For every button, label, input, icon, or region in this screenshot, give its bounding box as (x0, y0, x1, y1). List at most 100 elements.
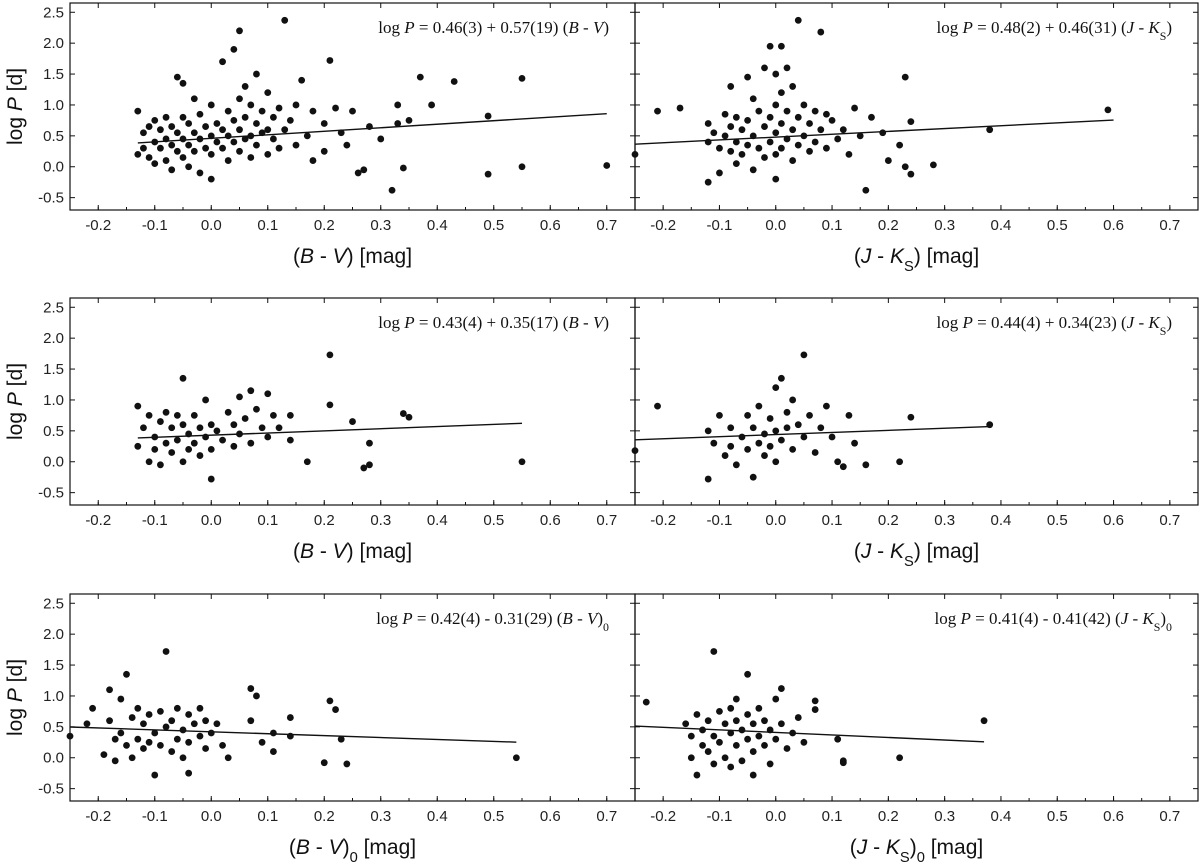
data-point (761, 717, 768, 725)
data-point (303, 132, 311, 140)
data-point (145, 123, 153, 130)
data-point (320, 147, 328, 155)
data-point (1104, 106, 1112, 114)
data-point (202, 144, 210, 152)
data-point (450, 78, 458, 85)
data-point (134, 402, 142, 410)
data-point (727, 123, 735, 130)
y-tick-label: 1.5 (43, 361, 64, 378)
data-point (761, 430, 768, 438)
data-point (202, 745, 210, 752)
data-point (800, 101, 808, 109)
data-point (185, 141, 193, 149)
data-point (761, 741, 768, 749)
data-point (151, 729, 159, 737)
y-tick-label: 1.0 (43, 97, 64, 114)
x-tick-label: 0.1 (822, 217, 843, 234)
x-tick-label: 0.7 (596, 512, 617, 529)
data-point (738, 150, 746, 158)
data-point (106, 686, 113, 694)
data-point (749, 424, 757, 432)
data-point (224, 408, 232, 416)
data-point (772, 150, 780, 158)
data-point (275, 104, 283, 112)
data-point (326, 697, 334, 705)
data-point (349, 107, 356, 115)
data-point (518, 458, 526, 466)
x-tick-label: 0.0 (765, 217, 786, 234)
x-tick-label: -0.1 (142, 808, 168, 825)
data-point (190, 129, 198, 137)
data-point (270, 412, 277, 419)
y-axis-title: log P [d] (4, 659, 27, 736)
data-point (710, 760, 718, 768)
data-point (783, 135, 791, 143)
data-point (140, 424, 147, 432)
data-point (732, 695, 740, 703)
data-point (196, 110, 204, 118)
data-point (258, 738, 266, 746)
data-point (202, 123, 210, 130)
data-point (111, 757, 119, 765)
data-point (631, 447, 639, 455)
data-point (772, 458, 780, 466)
data-point (207, 101, 215, 109)
data-point (986, 421, 994, 429)
data-point (738, 126, 746, 134)
data-point (286, 732, 294, 740)
data-point (405, 413, 413, 421)
y-tick-label: 0.5 (43, 719, 64, 736)
data-point (213, 720, 221, 728)
x-tick-label: 0.5 (483, 217, 504, 234)
data-point (117, 729, 125, 737)
data-point (123, 670, 130, 678)
data-point (710, 732, 718, 740)
x-axis-title: (B - V) [mag] (293, 245, 412, 268)
data-point (823, 402, 830, 410)
data-point (320, 120, 328, 127)
data-point (851, 104, 858, 112)
x-tick-label: 0.5 (483, 512, 504, 529)
data-point (416, 73, 424, 81)
data-point (642, 698, 650, 706)
data-point (224, 132, 232, 140)
data-point (755, 439, 763, 447)
data-point (140, 129, 147, 137)
data-point (298, 76, 306, 84)
data-point (173, 73, 181, 81)
data-point (738, 757, 746, 765)
data-point (749, 473, 757, 481)
data-point (783, 64, 791, 72)
data-point (727, 729, 735, 737)
y-tick-label: -0.5 (38, 781, 64, 798)
data-point (823, 144, 830, 152)
data-point (219, 741, 226, 749)
data-point (326, 57, 334, 64)
data-point (286, 412, 294, 419)
data-point (196, 169, 204, 177)
data-point (207, 175, 215, 183)
x-axis-title: (J - KS)0 [mag] (850, 836, 984, 866)
data-point (716, 708, 723, 715)
x-tick-label: 0.6 (540, 512, 561, 529)
data-point (168, 166, 176, 174)
data-point (856, 132, 864, 140)
x-tick-label: 0.6 (1103, 217, 1124, 234)
data-point (772, 735, 780, 743)
x-tick-label: -0.1 (707, 217, 733, 234)
data-point (777, 720, 785, 728)
x-tick-label: 0.3 (934, 512, 955, 529)
y-tick-label: 0.0 (43, 159, 64, 176)
panel-3: -0.2 -0.1 0.0 0.1 0.2 0.3 0.4 0.5 0.6 0.7 -0.5 0.0 0… (4, 297, 636, 563)
data-point (749, 95, 757, 103)
data-point (806, 412, 813, 419)
data-point (868, 113, 875, 121)
y-tick-label: 1.0 (43, 688, 64, 705)
data-point (185, 430, 193, 438)
y-tick-label: 1.5 (43, 66, 64, 83)
x-tick-label: 0.5 (1047, 808, 1068, 825)
data-point (687, 732, 695, 740)
data-point (286, 436, 294, 444)
x-tick-label: -0.2 (650, 512, 676, 529)
y-tick-label: 1.0 (43, 392, 64, 409)
